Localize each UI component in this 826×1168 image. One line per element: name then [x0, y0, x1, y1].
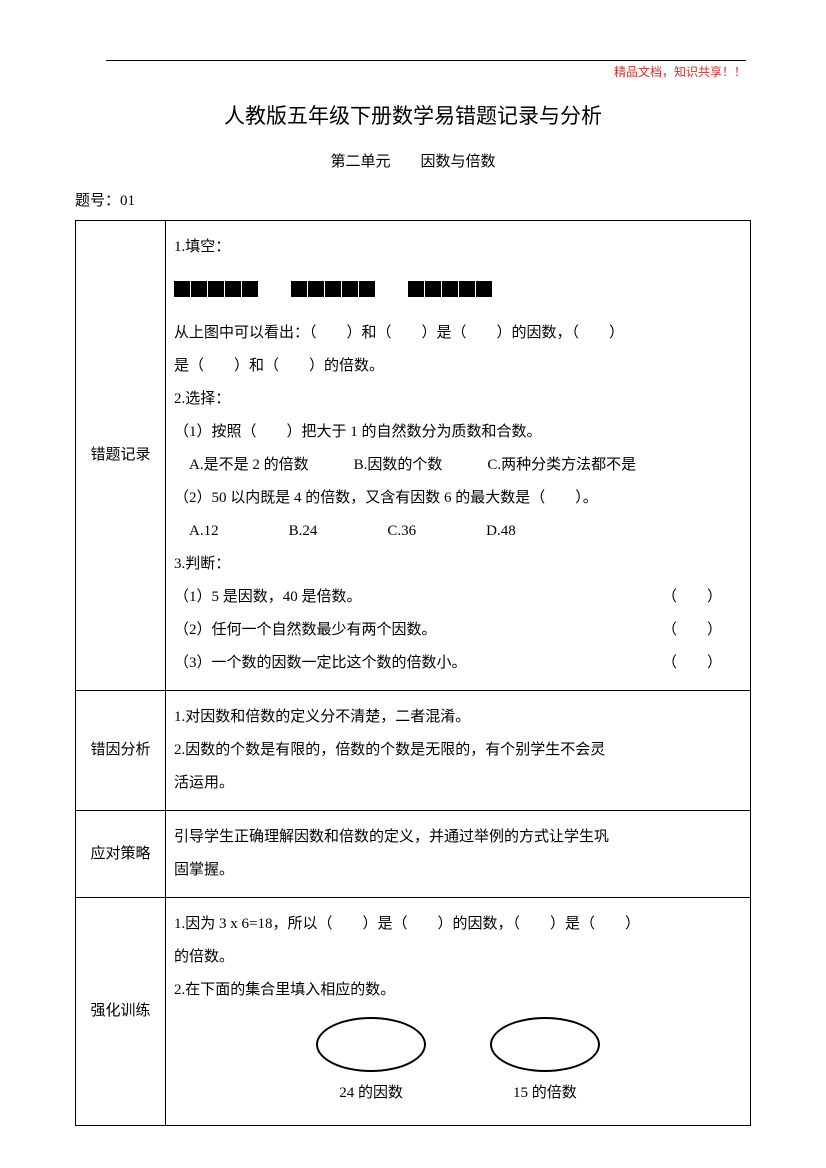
option-c: C.36 — [387, 523, 416, 539]
subtitle: 第二单元 因数与倍数 — [75, 150, 751, 171]
row-label-analysis: 错因分析 — [76, 691, 166, 811]
training-line: 2.在下面的集合里填入相应的数。 — [174, 974, 742, 1007]
fill-line: 是（ ）和（ ）的倍数。 — [174, 350, 742, 383]
select-q1: （1）按照（ ）把大于 1 的自然数分为质数和合数。 — [174, 416, 742, 449]
judge-title: 3.判断： — [174, 548, 742, 581]
oval-shape — [316, 1017, 426, 1072]
record-content: 1.填空： 从上图中可以看出：（ ）和（ ）是（ ）的因数，（ ） 是（ ）和（… — [166, 221, 751, 691]
question-number: 题号：01 — [75, 189, 751, 210]
select-q2: （2）50 以内既是 4 的倍数，又含有因数 6 的最大数是（ ）。 — [174, 482, 742, 515]
select-q2-options: A.12 B.24 C.36 D.48 — [174, 515, 742, 548]
analysis-line: 活运用。 — [174, 767, 742, 800]
fill-line: 从上图中可以看出：（ ）和（ ）是（ ）的因数，（ ） — [174, 317, 742, 350]
option-a: A.12 — [189, 523, 219, 539]
oval-label: 15 的倍数 — [490, 1077, 600, 1110]
training-line: 的倍数。 — [174, 941, 742, 974]
judge-text: （3）一个数的因数一定比这个数的倍数小。 — [174, 647, 467, 680]
box-group — [174, 272, 259, 305]
row-label-strategy: 应对策略 — [76, 811, 166, 898]
box-group — [408, 272, 493, 305]
table-row: 应对策略 引导学生正确理解因数和倍数的定义，并通过举例的方式让学生巩 固掌握。 — [76, 811, 751, 898]
judge-line: （1）5 是因数，40 是倍数。 （ ） — [174, 581, 742, 614]
black-boxes-diagram — [174, 272, 742, 305]
table-row: 错因分析 1.对因数和倍数的定义分不清楚，二者混淆。 2.因数的个数是有限的，倍… — [76, 691, 751, 811]
select-q1-options: A.是不是 2 的倍数 B.因数的个数 C.两种分类方法都不是 — [174, 449, 742, 482]
box-group — [291, 272, 376, 305]
strategy-line: 引导学生正确理解因数和倍数的定义，并通过举例的方式让学生巩 — [174, 821, 742, 854]
oval-group: 15 的倍数 — [490, 1017, 600, 1110]
judge-paren: （ ） — [662, 581, 722, 614]
header-note: 精品文档，知识共享！！ — [106, 60, 746, 80]
oval-label: 24 的因数 — [316, 1077, 426, 1110]
judge-line: （2）任何一个自然数最少有两个因数。 （ ） — [174, 614, 742, 647]
judge-text: （1）5 是因数，40 是倍数。 — [174, 581, 362, 614]
strategy-content: 引导学生正确理解因数和倍数的定义，并通过举例的方式让学生巩 固掌握。 — [166, 811, 751, 898]
select-title: 2.选择： — [174, 383, 742, 416]
training-line: 1.因为 3 x 6=18，所以（ ）是（ ）的因数，（ ）是（ ） — [174, 908, 742, 941]
analysis-content: 1.对因数和倍数的定义分不清楚，二者混淆。 2.因数的个数是有限的，倍数的个数是… — [166, 691, 751, 811]
page-title: 人教版五年级下册数学易错题记录与分析 — [75, 100, 751, 130]
judge-paren: （ ） — [662, 614, 722, 647]
oval-group: 24 的因数 — [316, 1017, 426, 1110]
ovals-container: 24 的因数 15 的倍数 — [174, 1017, 742, 1110]
judge-text: （2）任何一个自然数最少有两个因数。 — [174, 614, 437, 647]
table-row: 强化训练 1.因为 3 x 6=18，所以（ ）是（ ）的因数，（ ）是（ ） … — [76, 898, 751, 1126]
table-row: 错题记录 1.填空： 从上图中可以看出：（ ）和（ ）是（ ）的因数，（ ） 是… — [76, 221, 751, 691]
option-b: B.24 — [289, 523, 318, 539]
main-table: 错题记录 1.填空： 从上图中可以看出：（ ）和（ ）是（ ）的因数，（ ） 是… — [75, 220, 751, 1126]
analysis-line: 1.对因数和倍数的定义分不清楚，二者混淆。 — [174, 701, 742, 734]
analysis-line: 2.因数的个数是有限的，倍数的个数是无限的，有个别学生不会灵 — [174, 734, 742, 767]
fill-title: 1.填空： — [174, 231, 742, 264]
judge-paren: （ ） — [662, 647, 722, 680]
judge-line: （3）一个数的因数一定比这个数的倍数小。 （ ） — [174, 647, 742, 680]
oval-shape — [490, 1017, 600, 1072]
option-d: D.48 — [486, 523, 516, 539]
strategy-line: 固掌握。 — [174, 854, 742, 887]
row-label-record: 错题记录 — [76, 221, 166, 691]
training-content: 1.因为 3 x 6=18，所以（ ）是（ ）的因数，（ ）是（ ） 的倍数。 … — [166, 898, 751, 1126]
row-label-training: 强化训练 — [76, 898, 166, 1126]
